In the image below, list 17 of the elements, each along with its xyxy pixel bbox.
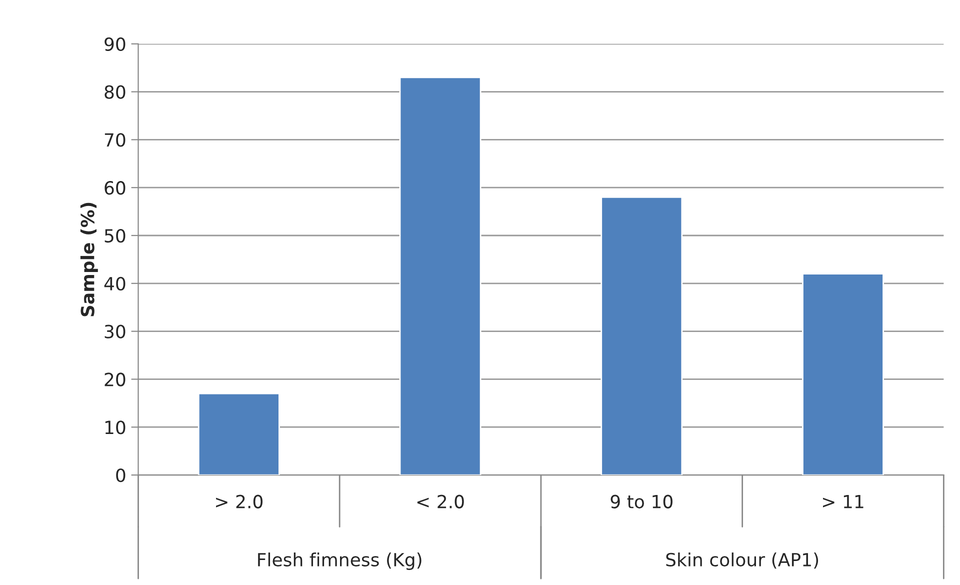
x-tick-label: < 2.0	[417, 494, 464, 508]
text: Skin colour (AP1)	[666, 552, 818, 569]
y-tick-label: 60	[104, 181, 126, 195]
x-tick-label: > 2.0	[216, 494, 263, 508]
y-tick-label: 30	[104, 324, 126, 338]
x-tick-label: 9 to 10	[610, 494, 672, 508]
y-tick-label: 10	[105, 420, 126, 434]
y-tick-label: 40	[104, 276, 126, 291]
y-tick-label: 70	[104, 133, 126, 147]
y-tick-label: 80	[104, 85, 126, 99]
x-tick-label: > 11	[822, 495, 864, 508]
y-tick-label: 90	[104, 37, 126, 51]
y-axis-title: Sample (%)	[80, 202, 98, 316]
y-tick-label: 50	[104, 228, 126, 243]
y-tick-label: 20	[104, 372, 126, 386]
y-tick-label: 0	[116, 468, 126, 482]
text: Flesh fimness (Kg)	[258, 552, 422, 570]
